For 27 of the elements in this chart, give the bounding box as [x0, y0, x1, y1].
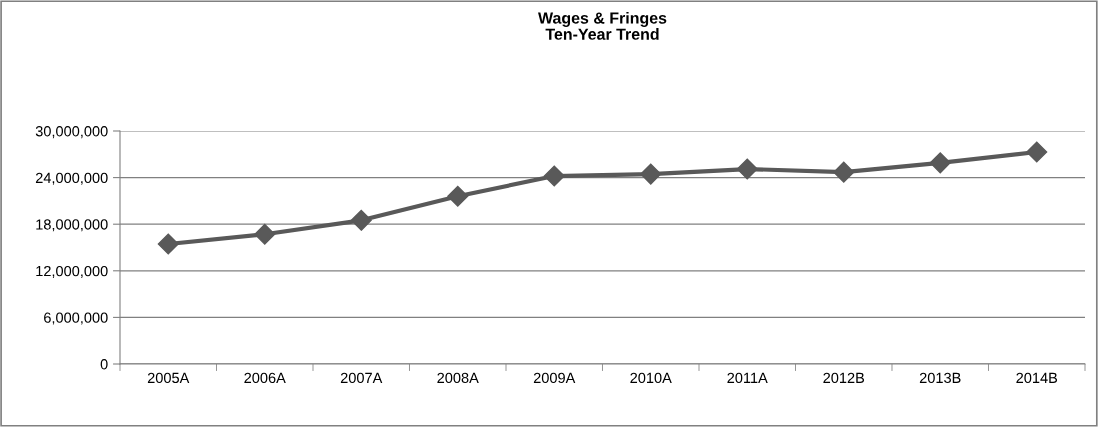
y-tick-label: 0: [100, 359, 108, 370]
x-tick-label: 2008A: [437, 372, 479, 384]
point: [833, 161, 855, 183]
y-tick-label: 24,000,000: [35, 172, 108, 185]
x-tick-label: 2006A: [244, 372, 286, 384]
point: [350, 209, 372, 231]
point: [157, 233, 179, 255]
x-tick-label: 2013B: [919, 372, 961, 384]
x-tick-label: 2005A: [147, 372, 190, 384]
y-tick-label: 30,000,000: [35, 126, 108, 139]
point: [447, 185, 469, 207]
x-tick-label: 2011A: [727, 372, 768, 384]
point: [543, 165, 565, 187]
point: [929, 152, 951, 174]
x-tick-label: 2007A: [340, 372, 383, 384]
y-tick-label: 6,000,000: [44, 312, 108, 325]
point: [640, 163, 662, 185]
point: [254, 223, 276, 245]
y-tick-label: 12,000,000: [36, 265, 108, 278]
x-tick-label: 2014B: [1016, 372, 1058, 384]
x-tick-label: 2010A: [630, 372, 672, 384]
chart-title: Wages & Fringes Ten-Year Trend: [538, 12, 667, 40]
y-tick-label: 18,000,000: [36, 219, 108, 232]
point: [736, 158, 758, 180]
x-tick-label: 2012B: [823, 372, 865, 384]
point: [1026, 141, 1048, 163]
x-tick-label: 2009A: [533, 372, 576, 384]
